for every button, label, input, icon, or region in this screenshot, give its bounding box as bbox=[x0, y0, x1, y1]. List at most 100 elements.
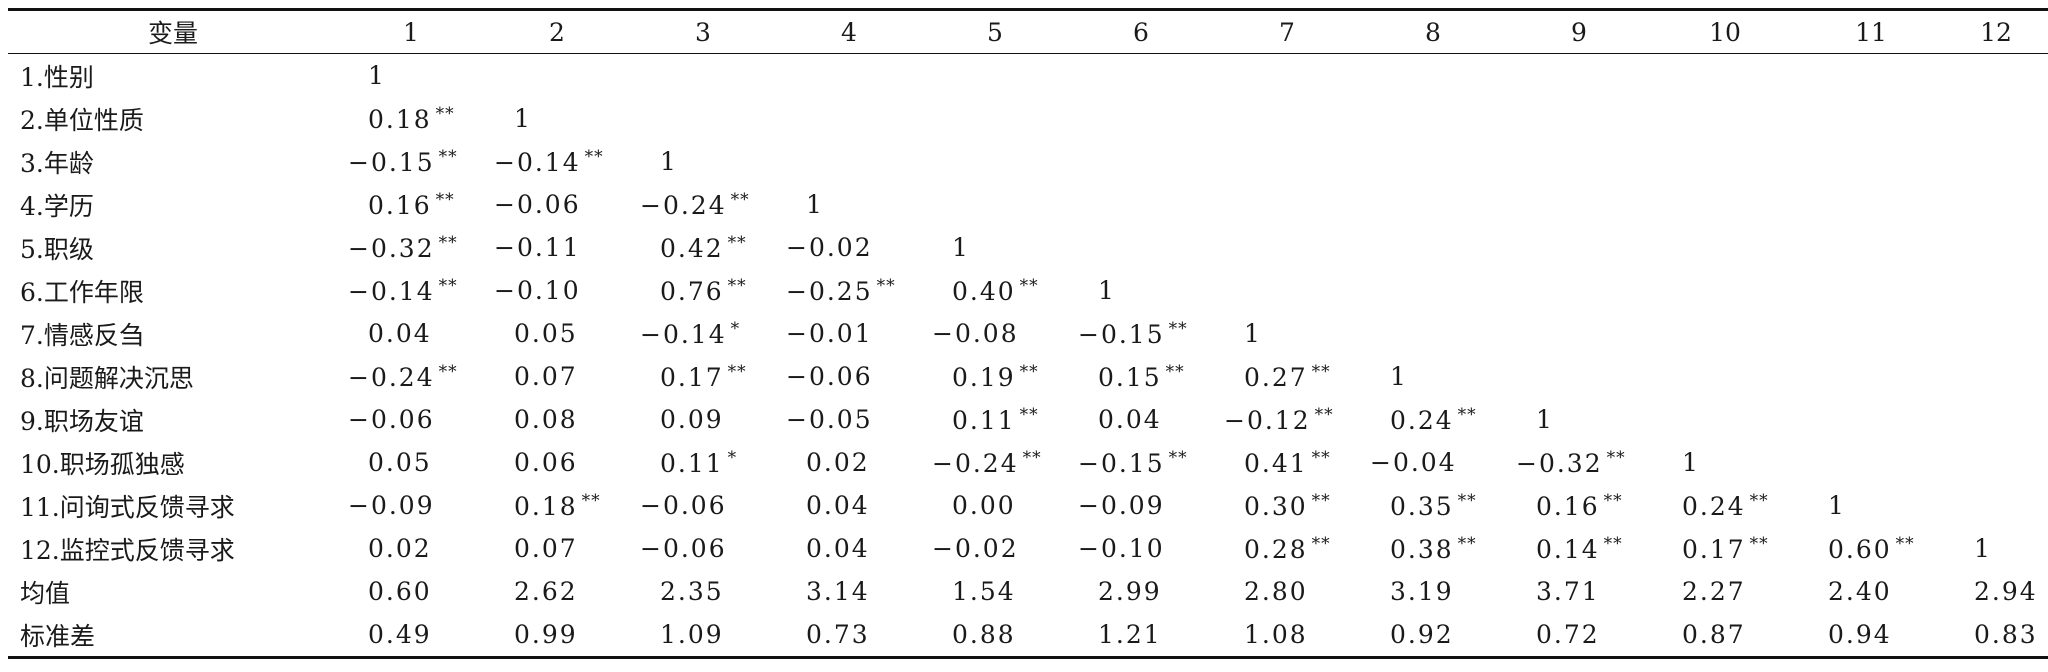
cell-value: 1 bbox=[368, 61, 386, 90]
column-header-3: 3 bbox=[695, 17, 711, 47]
table-cell: 0.24 ** bbox=[1652, 484, 1798, 527]
cell-value: −0.24 bbox=[640, 190, 727, 220]
cell-value: −0.10 bbox=[1078, 534, 1165, 563]
table-row: 11.问询式反馈寻求 −0.09 0.18 ** −0.06 0.04 0.00 −0.09 0… bbox=[8, 484, 2048, 527]
cell-value: −0.14 bbox=[494, 147, 581, 177]
table-cell: 0.04 bbox=[776, 527, 922, 570]
table-row: 6.工作年限 −0.14 ** −0.10 0.76 ** −0.25 ** 0.40 ** 1 bbox=[8, 269, 2048, 312]
significance-marker: ** bbox=[1311, 533, 1331, 554]
empty-cell bbox=[1798, 140, 1944, 183]
table-cell: 1 bbox=[1506, 398, 1652, 441]
table-cell: 0.60 ** bbox=[1798, 527, 1944, 570]
correlation-table: 变量 1 2 3 4 5 6 7 8 9 10 11 12 1.性别 1 2.单位性质 0.18 ** 1 3.年龄… bbox=[8, 8, 2048, 659]
significance-marker: ** bbox=[1022, 447, 1042, 468]
empty-cell bbox=[1360, 97, 1506, 140]
empty-cell bbox=[1798, 312, 1944, 355]
header-row: 变量 1 2 3 4 5 6 7 8 9 10 11 12 bbox=[8, 9, 2048, 54]
cell-value: 0.92 bbox=[1390, 620, 1454, 649]
cell-value: 1 bbox=[1390, 362, 1408, 391]
table-cell: −0.15 ** bbox=[1068, 312, 1214, 355]
empty-cell bbox=[1506, 312, 1652, 355]
empty-cell bbox=[1506, 355, 1652, 398]
empty-cell bbox=[1068, 140, 1214, 183]
cell-value: 1 bbox=[1974, 534, 1992, 563]
table-cell: 0.24 ** bbox=[1360, 398, 1506, 441]
empty-cell bbox=[1506, 54, 1652, 98]
empty-cell bbox=[1506, 97, 1652, 140]
significance-marker: ** bbox=[1168, 318, 1188, 339]
table-cell: 0.04 bbox=[776, 484, 922, 527]
cell-value: 0.83 bbox=[1974, 620, 2038, 649]
table-cell: −0.32 ** bbox=[1506, 441, 1652, 484]
empty-cell bbox=[776, 140, 922, 183]
column-header-variable: 变量 bbox=[147, 19, 198, 48]
table-cell: 0.02 bbox=[338, 527, 484, 570]
cell-value: 1 bbox=[1244, 319, 1262, 348]
table-cell: 0.92 bbox=[1360, 613, 1506, 658]
empty-cell bbox=[1652, 140, 1798, 183]
empty-cell bbox=[1652, 54, 1798, 98]
empty-cell bbox=[1798, 398, 1944, 441]
empty-cell bbox=[1506, 183, 1652, 226]
cell-value: 0.18 bbox=[514, 491, 578, 521]
table-row: 2.单位性质 0.18 ** 1 bbox=[8, 97, 2048, 140]
empty-cell bbox=[922, 54, 1068, 98]
table-cell: −0.14 * bbox=[630, 312, 776, 355]
cell-value: −0.15 bbox=[348, 147, 435, 177]
cell-value: 0.16 bbox=[368, 190, 432, 220]
cell-value: 1 bbox=[660, 147, 678, 176]
table-cell: 0.18 ** bbox=[484, 484, 630, 527]
empty-cell bbox=[776, 54, 922, 98]
row-label: 7.情感反刍 bbox=[20, 320, 144, 350]
empty-cell bbox=[1360, 312, 1506, 355]
cell-value: 0.27 bbox=[1244, 362, 1308, 392]
empty-cell bbox=[1214, 97, 1360, 140]
cell-value: 0.09 bbox=[660, 405, 724, 434]
table-cell: 0.28 ** bbox=[1214, 527, 1360, 570]
table-cell: 1.09 bbox=[630, 613, 776, 658]
table-cell: −0.09 bbox=[1068, 484, 1214, 527]
table-cell: −0.06 bbox=[630, 527, 776, 570]
table-cell: 1 bbox=[484, 97, 630, 140]
cell-value: 0.11 bbox=[952, 405, 1016, 435]
cell-value: 2.99 bbox=[1098, 577, 1162, 606]
table-cell: 0.73 bbox=[776, 613, 922, 658]
row-label: 10.职场孤独感 bbox=[20, 449, 185, 479]
empty-cell bbox=[1652, 398, 1798, 441]
cell-value: 1 bbox=[1536, 405, 1554, 434]
cell-value: −0.02 bbox=[932, 534, 1019, 563]
empty-cell bbox=[1798, 441, 1944, 484]
significance-marker: * bbox=[727, 447, 738, 468]
cell-value: 0.04 bbox=[806, 534, 870, 563]
table-row: 12.监控式反馈寻求 0.02 0.07 −0.06 0.04 −0.02 −0.10 0.2… bbox=[8, 527, 2048, 570]
empty-cell bbox=[1360, 183, 1506, 226]
significance-marker: ** bbox=[438, 361, 458, 382]
significance-marker: ** bbox=[1311, 490, 1331, 511]
significance-marker: ** bbox=[1311, 361, 1331, 382]
table-cell: 0.16 ** bbox=[338, 183, 484, 226]
empty-cell bbox=[484, 54, 630, 98]
empty-cell bbox=[922, 140, 1068, 183]
table-cell: 2.35 bbox=[630, 570, 776, 613]
table-cell: 0.99 bbox=[484, 613, 630, 658]
table-cell: −0.32 ** bbox=[338, 226, 484, 269]
cell-value: 0.02 bbox=[806, 448, 870, 477]
cell-value: 0.06 bbox=[514, 448, 578, 477]
table-cell: 0.17 ** bbox=[1652, 527, 1798, 570]
table-cell: 2.62 bbox=[484, 570, 630, 613]
table-cell: 0.14 ** bbox=[1506, 527, 1652, 570]
cell-value: 0.07 bbox=[514, 534, 578, 563]
empty-cell bbox=[776, 97, 922, 140]
table-cell: 0.83 bbox=[1944, 613, 2048, 658]
table-header: 变量 1 2 3 4 5 6 7 8 9 10 11 12 bbox=[8, 9, 2048, 54]
significance-marker: ** bbox=[1019, 404, 1039, 425]
significance-marker: * bbox=[730, 318, 741, 339]
significance-marker: ** bbox=[1457, 490, 1477, 511]
cell-value: 2.35 bbox=[660, 577, 724, 606]
cell-value: 2.94 bbox=[1974, 577, 2038, 606]
empty-cell bbox=[1944, 398, 2048, 441]
table-cell: 0.17 ** bbox=[630, 355, 776, 398]
table-cell: 0.04 bbox=[338, 312, 484, 355]
cell-value: −0.24 bbox=[348, 362, 435, 392]
significance-marker: ** bbox=[581, 490, 601, 511]
